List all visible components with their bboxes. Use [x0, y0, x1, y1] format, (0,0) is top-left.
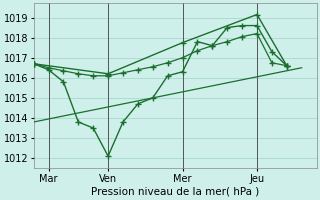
X-axis label: Pression niveau de la mer( hPa ): Pression niveau de la mer( hPa ) — [91, 187, 259, 197]
